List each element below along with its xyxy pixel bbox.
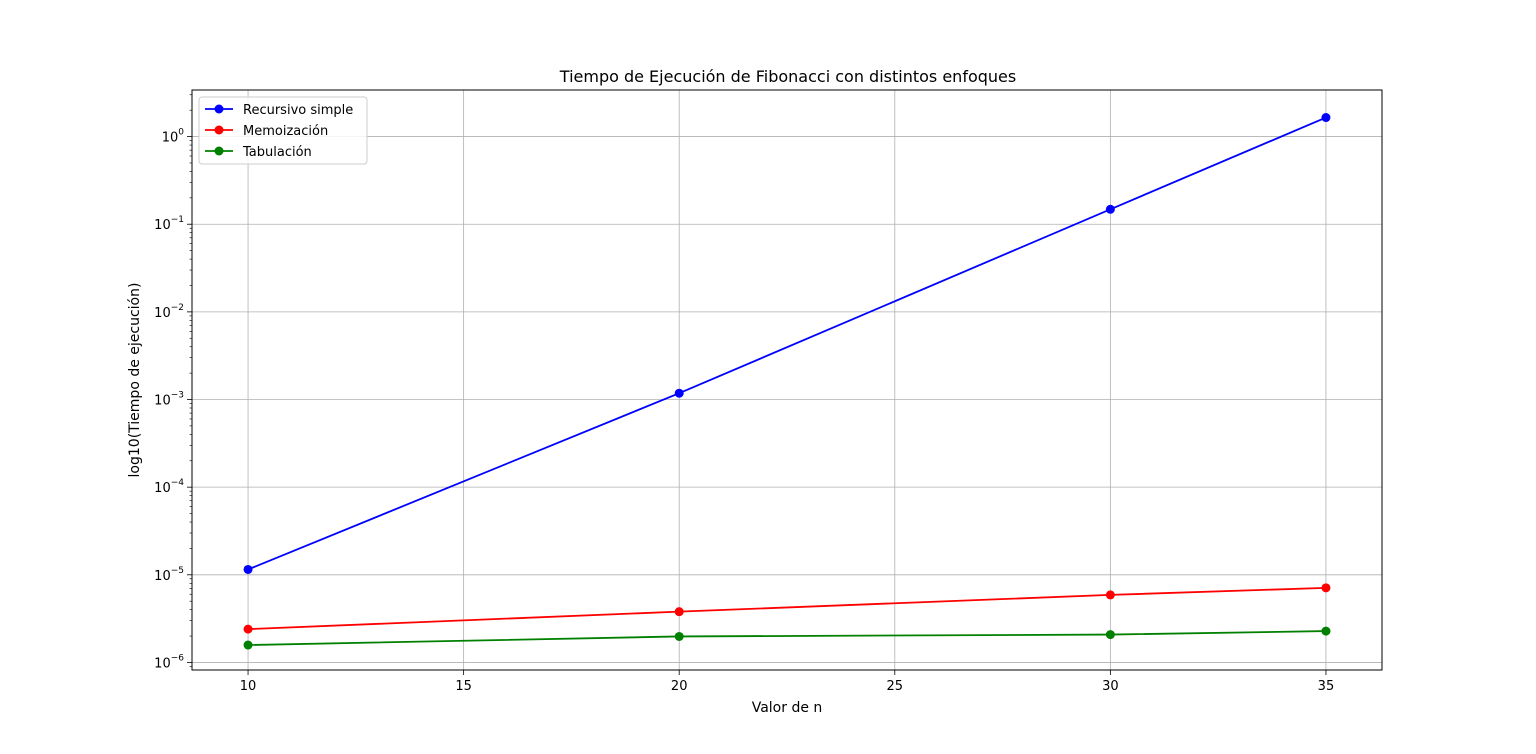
x-tick-label: 30 [1102,679,1119,694]
legend-box [198,96,368,165]
series-line [248,586,1326,631]
legend-marker [214,104,224,114]
legend-label: Memoización [243,124,328,139]
y-tick-exponent: −4 [171,478,185,488]
data-point [674,607,684,617]
y-tick-exponent: −6 [171,653,185,663]
series-line [247,116,1327,571]
plot-series [243,113,1331,650]
y-tick-base: 10 [154,656,171,671]
y-tick-exponent: −2 [171,303,184,313]
data-point [1321,113,1331,123]
x-tick-label: 35 [1318,679,1335,694]
y-tick-label: 10−5 [154,566,184,584]
y-tick-label: 100 [162,128,185,146]
y-tick-base: 10 [154,569,171,584]
y-tick-exponent: −1 [171,215,184,225]
y-tick-label: 10−4 [154,478,184,496]
data-point [243,640,253,650]
x-tick-label: 25 [887,679,904,694]
y-tick-base: 10 [154,394,171,409]
data-point [1321,583,1331,593]
legend: Recursivo simple Memoización Tabulación [198,96,368,165]
y-tick-base: 10 [154,306,171,321]
data-point [1105,630,1115,640]
x-axis-ticks: 10 15 20 25 30 35 [240,670,1334,694]
y-tick-base: 10 [154,218,171,233]
legend-marker [214,125,224,135]
data-point [1105,204,1115,214]
data-point [1321,626,1331,636]
series-0 [243,113,1331,574]
legend-item: Memoización [205,124,328,139]
y-axis-label: log10(Tiempo de ejecución) [127,283,143,478]
data-point [1105,590,1115,600]
series-line [248,630,1326,646]
y-tick-exponent: −5 [171,566,184,576]
y-tick-base: 10 [154,481,171,496]
legend-label: Recursivo simple [243,103,353,118]
y-tick-label: 10−6 [154,653,184,671]
series-1 [243,583,1331,634]
legend-item: Tabulación [205,145,312,160]
x-axis-label: Valor de n [752,700,823,716]
data-point [243,624,253,634]
legend-label: Tabulación [242,145,312,160]
series-2 [243,626,1331,650]
y-tick-exponent: −3 [171,391,184,401]
y-tick-exponent: 0 [178,128,184,138]
y-tick-label: 10−3 [154,391,184,409]
legend-marker [214,146,224,156]
data-point [243,564,253,574]
x-tick-label: 15 [455,679,472,694]
data-point [674,631,684,641]
grid [192,90,1382,670]
x-tick-label: 20 [671,679,688,694]
y-tick-label: 10−1 [154,215,184,233]
chart-title: Tiempo de Ejecución de Fibonacci con dis… [559,67,1016,86]
y-tick-label: 10−2 [154,303,184,321]
plot-frame [191,89,1383,671]
y-tick-base: 10 [162,131,179,146]
data-point [674,388,684,398]
x-tick-label: 10 [240,679,257,694]
legend-item: Recursivo simple [205,103,353,118]
